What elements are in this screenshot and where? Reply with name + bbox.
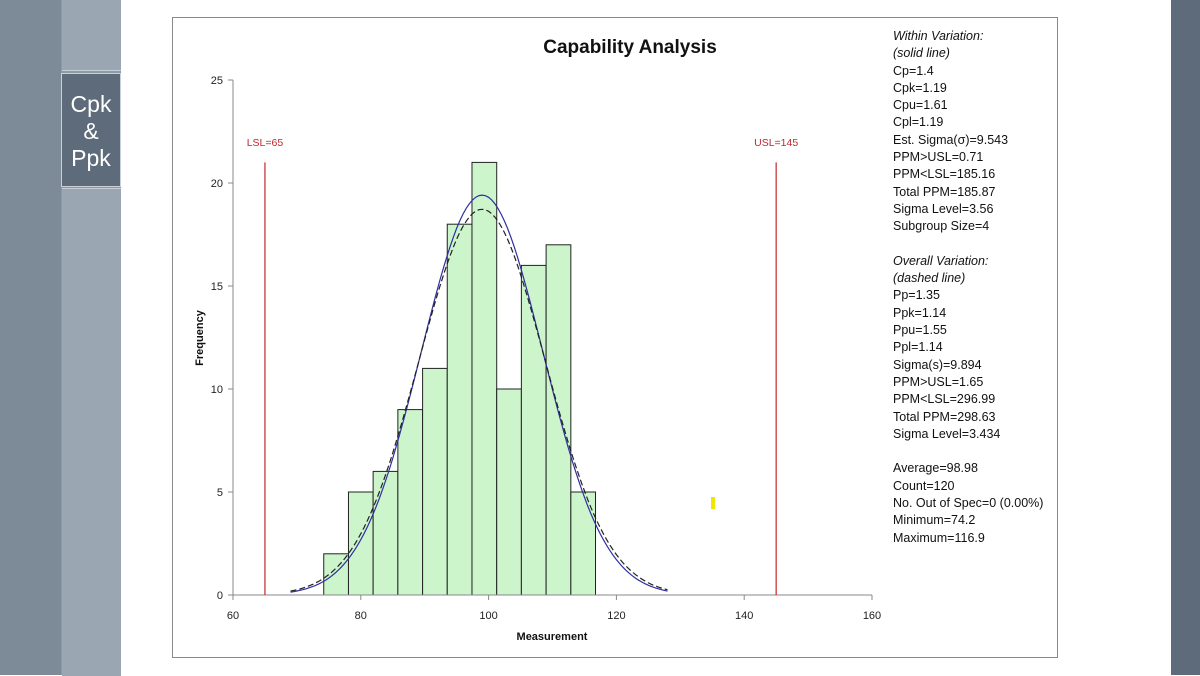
chart-title: Capability Analysis: [543, 37, 717, 58]
stat-overall-sigma-level: Sigma Level=3.434: [893, 426, 1001, 441]
stat-within-sigma-level: Sigma Level=3.56: [893, 201, 994, 216]
y-tick-label: 5: [217, 487, 223, 499]
stat-cpl: Cpl=1.19: [893, 115, 944, 130]
stat-pp: Pp=1.35: [893, 288, 940, 303]
y-tick-label: 20: [211, 178, 223, 190]
histogram-bar: [471, 161, 498, 596]
stat-minimum: Minimum=74.2: [893, 513, 976, 528]
stats-spacer: [893, 236, 1043, 253]
within-variation-curve: [290, 194, 668, 593]
sidebar-tab-next[interactable]: [62, 188, 121, 676]
histogram-bar: [323, 553, 349, 596]
x-tick-label: 60: [227, 610, 239, 622]
stat-average: Average=98.98: [893, 461, 978, 476]
tab-label-line1: Cpk: [70, 91, 112, 117]
stat-count: Count=120: [893, 478, 955, 493]
stat-within-ppm-lsl: PPM<LSL=185.16: [893, 167, 996, 182]
histogram-bar: [347, 491, 374, 596]
text-cursor-marker: [711, 497, 715, 509]
stat-subgroup-size: Subgroup Size=4: [893, 219, 990, 234]
histogram-bar: [545, 244, 572, 596]
y-tick-label: 15: [211, 281, 223, 293]
x-tick-label: 120: [607, 610, 625, 622]
stat-overall-ppm-usl: PPM>USL=1.65: [893, 374, 984, 389]
stat-ppk: Ppk=1.14: [893, 305, 947, 320]
stat-ppl: Ppl=1.14: [893, 340, 943, 355]
y-tick-label: 25: [211, 75, 223, 87]
histogram-bar: [496, 388, 522, 596]
x-tick-label: 160: [863, 610, 881, 622]
sidebar-tab-previous[interactable]: [62, 0, 121, 71]
within-variation-note: (solid line): [893, 46, 950, 61]
stat-sigma-s: Sigma(s)=9.894: [893, 357, 982, 372]
right-edge-bar: [1171, 0, 1200, 675]
stat-within-total-ppm: Total PPM=185.87: [893, 184, 996, 199]
tab-label-line2: &: [83, 118, 99, 144]
stat-ppu: Ppu=1.55: [893, 323, 947, 338]
y-tick-label: 10: [211, 384, 223, 396]
within-variation-title: Within Variation:: [893, 29, 984, 43]
stat-within-ppm-usl: PPM>USL=0.71: [893, 150, 984, 165]
stat-cp: Cp=1.4: [893, 63, 934, 78]
x-tick-label: 100: [479, 610, 497, 622]
x-axis-label: Measurement: [517, 631, 588, 643]
overall-variation-curve: [290, 208, 668, 592]
spec-limit-label: LSL=65: [247, 137, 284, 149]
y-tick-label: 0: [217, 590, 223, 602]
chart-frame: [172, 17, 1058, 658]
x-tick-label: 80: [355, 610, 367, 622]
stat-est-sigma: Est. Sigma(σ)=9.543: [893, 132, 1009, 147]
stat-cpk: Cpk=1.19: [893, 80, 947, 95]
slide-sidebar: Cpk & Ppk: [0, 0, 121, 676]
histogram-bar: [422, 367, 448, 596]
y-axis-label: Frequency: [194, 309, 206, 366]
tab-label-line3: Ppk: [71, 145, 111, 171]
histogram-bar: [372, 470, 399, 596]
histogram-bar: [446, 223, 473, 596]
stat-maximum: Maximum=116.9: [893, 530, 985, 545]
sidebar-strip: [0, 0, 61, 675]
stats-spacer: [893, 443, 1043, 460]
overall-variation-title: Overall Variation:: [893, 253, 989, 268]
stat-out-of-spec: No. Out of Spec=0 (0.00%): [893, 496, 1044, 511]
spec-limit-label: USL=145: [754, 137, 798, 149]
histogram-bar: [397, 409, 424, 596]
stats-panel: Within Variation: (solid line) Cp=1.4 Cp…: [893, 28, 1043, 547]
histogram-bar: [570, 491, 597, 596]
stat-overall-total-ppm: Total PPM=298.63: [893, 409, 996, 424]
overall-variation-note: (dashed line): [893, 271, 966, 286]
stat-overall-ppm-lsl: PPM<LSL=296.99: [893, 392, 996, 407]
sidebar-tab-cpk-ppk[interactable]: Cpk & Ppk: [61, 73, 121, 187]
x-tick-label: 140: [735, 610, 753, 622]
stat-cpu: Cpu=1.61: [893, 98, 948, 113]
